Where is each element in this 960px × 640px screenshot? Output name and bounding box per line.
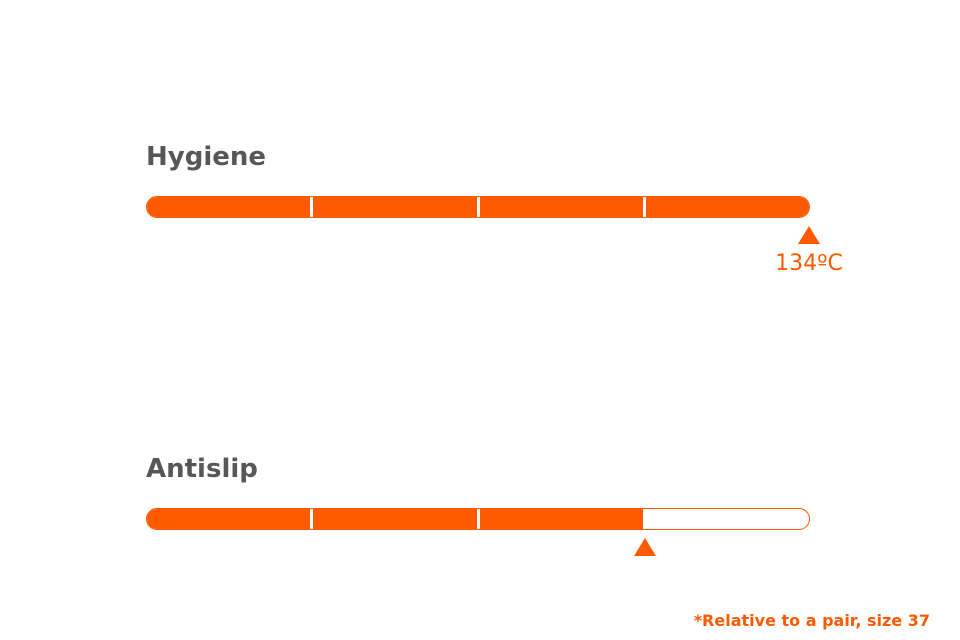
hygiene-segment-2 xyxy=(313,197,480,217)
antislip-segment-3 xyxy=(479,509,646,529)
antislip-metric: Antislip xyxy=(146,452,810,556)
hygiene-marker-label: 134ºC xyxy=(775,251,843,276)
footnote: *Relative to a pair, size 37 xyxy=(693,611,930,630)
antislip-title: Antislip xyxy=(146,454,258,484)
hygiene-marker-triangle-icon xyxy=(798,226,820,244)
hygiene-segment-4 xyxy=(645,197,809,217)
antislip-segment-1 xyxy=(147,509,314,529)
antislip-segment-4 xyxy=(646,509,809,529)
antislip-segment-2 xyxy=(313,509,480,529)
hygiene-metric: Hygiene 134ºC xyxy=(146,140,843,276)
antislip-marker-triangle-icon xyxy=(634,538,656,556)
hygiene-title: Hygiene xyxy=(146,142,267,172)
hygiene-segment-3 xyxy=(479,197,646,217)
hygiene-segment-1 xyxy=(147,197,314,217)
hygiene-rating-bar xyxy=(146,196,810,218)
antislip-rating-bar xyxy=(146,508,810,530)
